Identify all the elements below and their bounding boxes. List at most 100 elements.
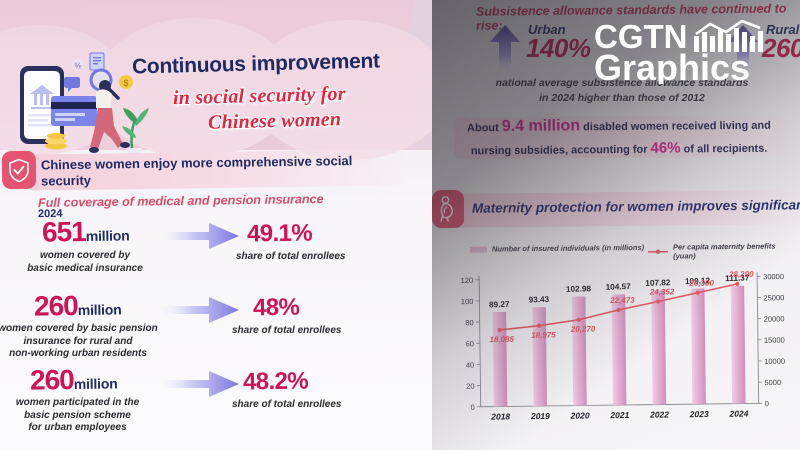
note-line: in 2024 higher than those of 2012: [539, 92, 705, 105]
legend-item-bars: Number of insured individuals (in millio…: [469, 242, 645, 254]
x-axis-tick: 2022: [649, 409, 669, 419]
x-axis-tick: 2023: [689, 409, 709, 419]
stat-description: women covered by basic pension insurance…: [0, 323, 158, 361]
y-axis-tick: 80: [465, 318, 473, 327]
y-axis-tick: 100: [461, 297, 474, 306]
line-value-label: 18,975: [531, 331, 556, 340]
y-axis-tick: 0: [470, 403, 474, 412]
y2-axis-tick: 0: [765, 399, 769, 408]
stat-value: 260million: [33, 290, 122, 322]
arrow-right-icon: [155, 369, 241, 399]
watermark-line1: CGTN: [594, 18, 688, 55]
bar-chart-logo-icon: [694, 19, 763, 52]
urban-value: 140%: [526, 33, 591, 63]
highlight-box: About 9.4 million disabled women receive…: [453, 112, 785, 161]
stat-percent-description: share of total enrollees: [236, 251, 346, 262]
arrow-right-icon: [155, 221, 241, 251]
x-axis-tick: 2019: [530, 411, 550, 421]
section-banner-title: Chinese women enjoy more comprehensive s…: [40, 153, 353, 189]
pregnant-woman-icon: [432, 189, 465, 229]
x-axis-tick: 2020: [570, 410, 590, 420]
highlight-number: 9.4 million: [501, 117, 581, 135]
x-axis-tick: 2018: [490, 411, 510, 421]
chart-legend: Number of insured individuals (in millio…: [469, 241, 800, 261]
legend-swatch-line: [648, 248, 669, 256]
cgtn-graphics-watermark: CGTN Graphics: [592, 12, 792, 84]
y2-axis-tick: 30000: [763, 272, 784, 281]
y-axis-tick: 60: [466, 339, 474, 348]
bar-value-label: 102.98: [566, 284, 592, 294]
stat-percent-description: share of total enrollees: [232, 399, 342, 410]
stat-desc-line: women covered by basic pension: [0, 323, 158, 334]
stat-desc-line: for urban employees: [28, 422, 127, 433]
stat-description: women participated in the basic pension …: [0, 397, 155, 435]
watermark-line2: Graphics: [594, 47, 750, 84]
stat-desc-line: basic medical insurance: [27, 262, 143, 274]
svg-text:%: %: [74, 62, 81, 71]
shield-check-icon: [1, 150, 37, 190]
y2-axis-tick: 20000: [764, 314, 785, 323]
stat-desc-line: insurance for rural and: [23, 335, 133, 347]
svg-text:$: $: [123, 78, 128, 88]
line-value-label: 18,085: [489, 335, 514, 344]
y2-axis-tick: 25000: [763, 293, 784, 302]
stat-desc-line: women participated in the: [15, 397, 140, 408]
bar-value-label: 104.57: [606, 282, 632, 292]
left-panel: % $: [0, 0, 432, 450]
y2-axis-tick: 5000: [764, 378, 781, 387]
line-value-label: 26,300: [688, 279, 714, 288]
chart-bar: [690, 288, 706, 405]
stat-percent: 49.1%: [246, 219, 313, 248]
highlight-post: of all recipients.: [680, 142, 768, 156]
chart-bar: [492, 311, 508, 407]
legend-label-bar: Number of insured individuals (in millio…: [491, 242, 645, 254]
page-subtitle-line2: Chinese women: [207, 108, 342, 134]
y-axis-tick: 120: [461, 276, 474, 285]
line-value-label: 20,270: [570, 325, 596, 334]
stat-desc-line: basic pension scheme: [24, 409, 131, 421]
stat-row: 260million women participated in the bas…: [0, 364, 432, 450]
stat-desc-line: non-working urban residents: [9, 348, 147, 359]
header-illustration: % $: [8, 52, 153, 157]
bar-value-label: 93.43: [529, 295, 550, 305]
stat-unit: million: [77, 301, 122, 318]
arrow-up-icon: [488, 24, 522, 76]
chart-bar: [532, 307, 548, 407]
stat-unit: million: [73, 375, 118, 392]
x-axis-tick: 2024: [728, 408, 748, 418]
chart-bar: [571, 296, 587, 406]
y-axis-tick: 20: [466, 382, 474, 391]
stat-desc-line: women covered by: [39, 250, 131, 261]
stat-row: 651million women covered by basic medica…: [0, 216, 432, 308]
stat-value: 260million: [29, 364, 118, 396]
scallop-decoration: [250, 20, 432, 160]
stat-unit: million: [85, 227, 130, 244]
x-axis-tick: 2021: [609, 410, 629, 420]
y-axis-tick: 40: [466, 360, 474, 369]
stat-row: 260million women covered by basic pensio…: [0, 290, 432, 382]
left-subheading: Full coverage of medical and pension ins…: [37, 192, 324, 210]
line-value-label: 22,473: [609, 296, 635, 305]
line-value-label: 24,352: [649, 287, 675, 296]
bar-value-label: 89.27: [489, 300, 510, 310]
y2-axis-tick: 10000: [764, 357, 785, 366]
stat-percent: 48.2%: [242, 367, 309, 396]
stat-description: women covered by basic medical insurance: [10, 250, 160, 275]
stat-percent: 48%: [252, 293, 300, 322]
chart-bar: [730, 285, 746, 404]
legend-swatch-bar: [469, 246, 488, 253]
page-subtitle-line1: in social security for: [172, 82, 346, 110]
arrow-right-icon: [155, 295, 241, 325]
highlight-box-text: About 9.4 million disabled women receive…: [454, 112, 784, 161]
legend-item-line: Per capita maternity benefits (yuan): [648, 241, 800, 261]
maternity-chart: 0 20 40 60 80 100 120 0 5000 10000 15000 20000 25000…: [449, 260, 799, 436]
y2-axis-tick: 15000: [764, 336, 785, 345]
legend-label-line: Per capita maternity benefits (yuan): [672, 241, 776, 261]
chart-svg: 0 20 40 60 80 100 120 0 5000 10000 15000 20000 25000…: [461, 270, 785, 422]
line-value-label: 28,290: [728, 270, 754, 279]
highlight-pre: About: [466, 121, 502, 135]
stat-value: 651million: [41, 216, 130, 248]
highlight-percent: 46%: [650, 139, 681, 157]
chart-bar: [651, 290, 667, 405]
